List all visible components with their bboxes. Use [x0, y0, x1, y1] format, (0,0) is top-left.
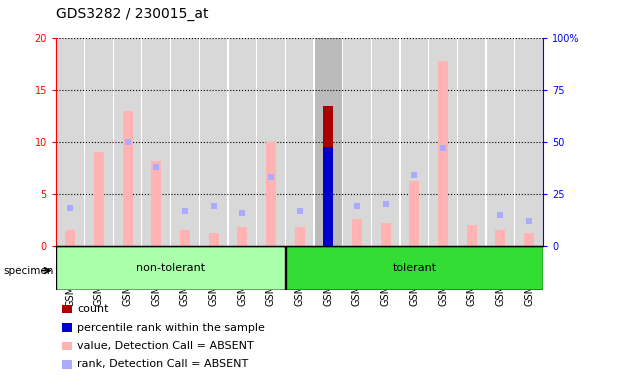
Bar [343, 38, 371, 246]
Text: rank, Detection Call = ABSENT: rank, Detection Call = ABSENT [77, 359, 248, 369]
Text: percentile rank within the sample: percentile rank within the sample [77, 323, 265, 333]
Bar [94, 152, 104, 246]
Bar [142, 38, 170, 246]
Bar [458, 38, 486, 246]
Bar [286, 38, 314, 246]
Bar [266, 142, 276, 246]
Text: non-tolerant: non-tolerant [136, 263, 205, 273]
Bar [57, 246, 284, 290]
Bar [315, 38, 342, 246]
Bar [438, 61, 448, 246]
Text: GDS3282 / 230015_at: GDS3282 / 230015_at [56, 7, 209, 21]
Bar [466, 225, 477, 246]
Bar [381, 223, 391, 246]
Bar [209, 233, 219, 246]
Bar [171, 38, 199, 246]
Bar [294, 227, 305, 246]
Text: tolerant: tolerant [392, 263, 437, 273]
Text: specimen: specimen [3, 266, 53, 276]
Bar [372, 38, 399, 246]
Bar [114, 38, 142, 246]
Bar [429, 38, 457, 246]
Bar [122, 111, 133, 246]
Bar [324, 106, 333, 246]
Text: count: count [77, 304, 109, 314]
Text: value, Detection Call = ABSENT: value, Detection Call = ABSENT [77, 341, 254, 351]
Bar [524, 233, 534, 246]
Bar [152, 161, 161, 246]
Bar [496, 230, 505, 246]
Bar [515, 38, 543, 246]
Bar [286, 246, 543, 290]
Bar [85, 38, 112, 246]
Bar [401, 38, 428, 246]
Bar [237, 227, 247, 246]
Bar [200, 38, 227, 246]
Bar [324, 147, 333, 246]
Bar [409, 182, 419, 246]
Bar [352, 219, 362, 246]
Bar [57, 38, 84, 246]
Bar [229, 38, 256, 246]
Bar [180, 230, 190, 246]
Bar [487, 38, 514, 246]
Bar [257, 38, 284, 246]
Bar [65, 230, 75, 246]
